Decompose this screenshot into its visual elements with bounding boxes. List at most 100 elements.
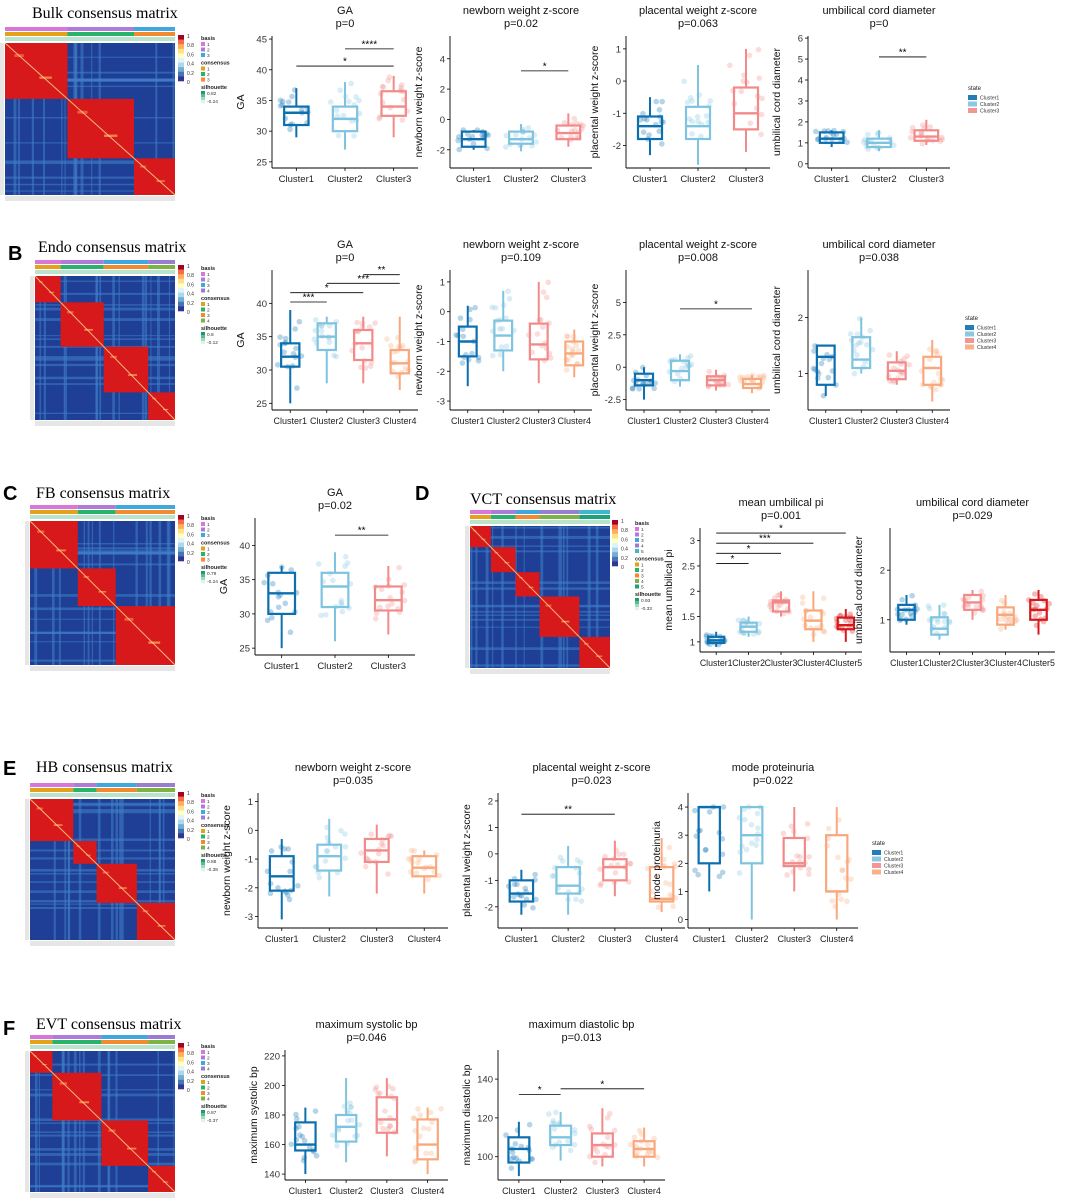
y-tick-label: 30 — [256, 127, 267, 138]
x-tick-label: Cluster4 — [735, 416, 769, 426]
heatmap-stripe — [63, 276, 65, 420]
y-tick-label: 120 — [477, 1113, 493, 1124]
consensus-legend-swatch — [201, 77, 205, 82]
data-point — [807, 614, 814, 620]
box-group — [597, 840, 634, 897]
data-point — [301, 1137, 308, 1144]
data-point — [264, 617, 271, 624]
x-tick-label: Cluster4 — [627, 1186, 661, 1196]
heatmap-stripe — [5, 56, 175, 58]
data-point — [627, 860, 633, 867]
data-point — [716, 873, 723, 880]
data-point — [695, 118, 701, 125]
basis-bar-segment — [579, 510, 610, 514]
data-point — [530, 904, 536, 911]
consensus-bar-segment — [134, 32, 175, 36]
box-group — [824, 807, 854, 920]
data-point — [334, 1143, 340, 1149]
data-point — [746, 52, 753, 59]
data-point — [287, 629, 294, 636]
data-point — [934, 619, 941, 625]
data-point — [277, 334, 283, 340]
state-legend-label: Cluster1 — [977, 326, 996, 332]
y-tick-label: 0 — [248, 826, 253, 837]
data-point — [812, 128, 819, 135]
basis-legend-title: basis — [201, 793, 215, 799]
silhouette-gradient — [201, 100, 205, 104]
colorbar-tick: 0 — [187, 310, 190, 316]
silhouette-legend-title: silhouette — [201, 85, 227, 91]
data-point — [380, 842, 387, 849]
data-point — [667, 891, 673, 898]
heatmap-column-labels — [30, 941, 175, 946]
heatmap-stripe — [30, 547, 175, 550]
consensus-legend-label: 2 — [641, 568, 644, 574]
data-point — [556, 1139, 562, 1145]
state-legend-label: Cluster3 — [977, 339, 996, 345]
data-point — [926, 605, 933, 612]
heatmap-stripe — [30, 849, 175, 852]
consensus-bar-segment — [136, 788, 175, 792]
heatmap-stripe — [30, 1118, 175, 1121]
data-point — [327, 99, 334, 105]
colorbar-segment — [178, 292, 184, 298]
data-point — [547, 355, 554, 361]
heatmap-stripe — [34, 521, 38, 665]
consensus-legend-swatch — [201, 1080, 205, 1084]
data-point — [334, 113, 341, 119]
box-group — [925, 602, 953, 640]
heatmap-legend: 10.80.60.40.20basis1234consensus1234silh… — [178, 1042, 230, 1124]
colorbar-segment — [612, 552, 618, 558]
state-legend-swatch — [965, 344, 974, 350]
significance-label: * — [779, 524, 783, 535]
data-point — [557, 854, 564, 861]
data-point — [806, 866, 812, 872]
consensus-legend-label: 1 — [207, 66, 210, 72]
box-iqr — [411, 855, 438, 878]
data-point — [289, 93, 295, 100]
data-point — [748, 840, 755, 846]
p-value-label: p=0 — [336, 18, 355, 30]
colorbar-segment — [178, 824, 184, 830]
heatmap-stripe — [30, 810, 175, 814]
data-point — [281, 349, 287, 355]
colorbar-tick: 0.8 — [187, 1051, 194, 1057]
data-point — [348, 1104, 354, 1111]
box-group — [372, 1078, 399, 1157]
y-axis-title: mean umbilical pi — [663, 549, 675, 630]
box-group — [767, 591, 792, 617]
data-point — [499, 325, 506, 332]
colorbar-tick: 0 — [621, 565, 624, 571]
data-point — [368, 831, 374, 837]
colorbar-tick: 0.2 — [187, 71, 194, 77]
data-point — [380, 84, 386, 90]
heatmap-stripe — [18, 43, 21, 195]
heatmap-stripe — [58, 521, 61, 665]
heatmap-stripe — [5, 183, 175, 186]
basis-legend-label: 1 — [207, 799, 210, 805]
data-point — [427, 1109, 434, 1116]
panel-label: F — [3, 1018, 15, 1040]
p-value-label: p=0.046 — [346, 1032, 386, 1044]
data-point — [275, 604, 282, 611]
x-tick-label: Cluster3 — [371, 661, 406, 672]
data-point — [410, 1115, 417, 1121]
significance-label: * — [325, 283, 329, 294]
consensus-legend-label: 3 — [207, 1091, 210, 1097]
data-point — [842, 617, 849, 624]
basis-bar-segment — [115, 505, 175, 509]
heatmap-stripe — [595, 526, 599, 668]
box-group — [736, 804, 764, 920]
data-point — [512, 132, 519, 138]
data-point — [788, 823, 795, 830]
basis-bar-segment — [134, 27, 175, 31]
heatmap-stripe — [30, 607, 175, 611]
silhouette-min-label: -0.24 — [207, 99, 218, 105]
data-point — [654, 1154, 661, 1161]
data-point — [268, 848, 275, 854]
data-point — [373, 610, 380, 617]
colorbar-segment — [178, 556, 184, 562]
heatmap-stripe — [166, 521, 169, 665]
data-point — [324, 847, 330, 854]
consensus-legend-label: 3 — [207, 840, 210, 846]
